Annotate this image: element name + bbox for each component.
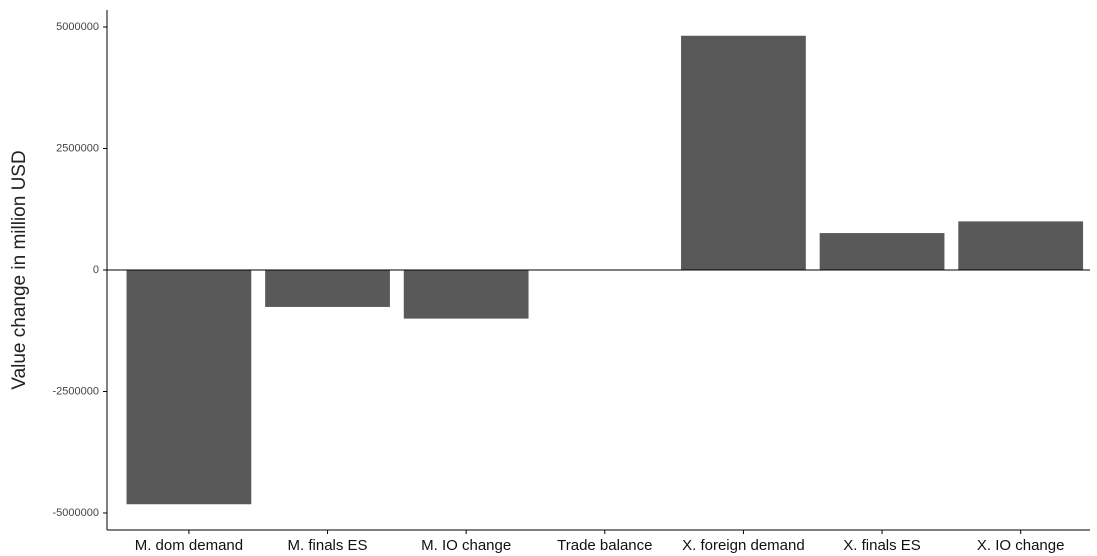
bar: [958, 221, 1084, 270]
bar: [126, 270, 252, 505]
x-tick-label: X. finals ES: [843, 537, 921, 554]
bar: [265, 270, 390, 307]
y-tick-label: 0: [93, 264, 99, 276]
x-tick-label: M. finals ES: [288, 537, 368, 554]
bar: [681, 35, 806, 271]
bar: [403, 270, 529, 319]
x-tick-label: X. IO change: [977, 537, 1065, 554]
y-tick-label: -5000000: [53, 507, 100, 519]
bar: [819, 233, 945, 270]
x-tick-label: M. IO change: [421, 537, 511, 554]
y-axis-label: Value change in million USD: [9, 150, 30, 389]
x-tick-label: Trade balance: [557, 537, 652, 554]
y-tick-label: 2500000: [56, 142, 99, 154]
y-tick-label: -2500000: [53, 385, 100, 397]
y-tick-label: 5000000: [56, 21, 99, 33]
x-tick-label: X. foreign demand: [682, 537, 805, 554]
x-tick-label: M. dom demand: [135, 537, 243, 554]
